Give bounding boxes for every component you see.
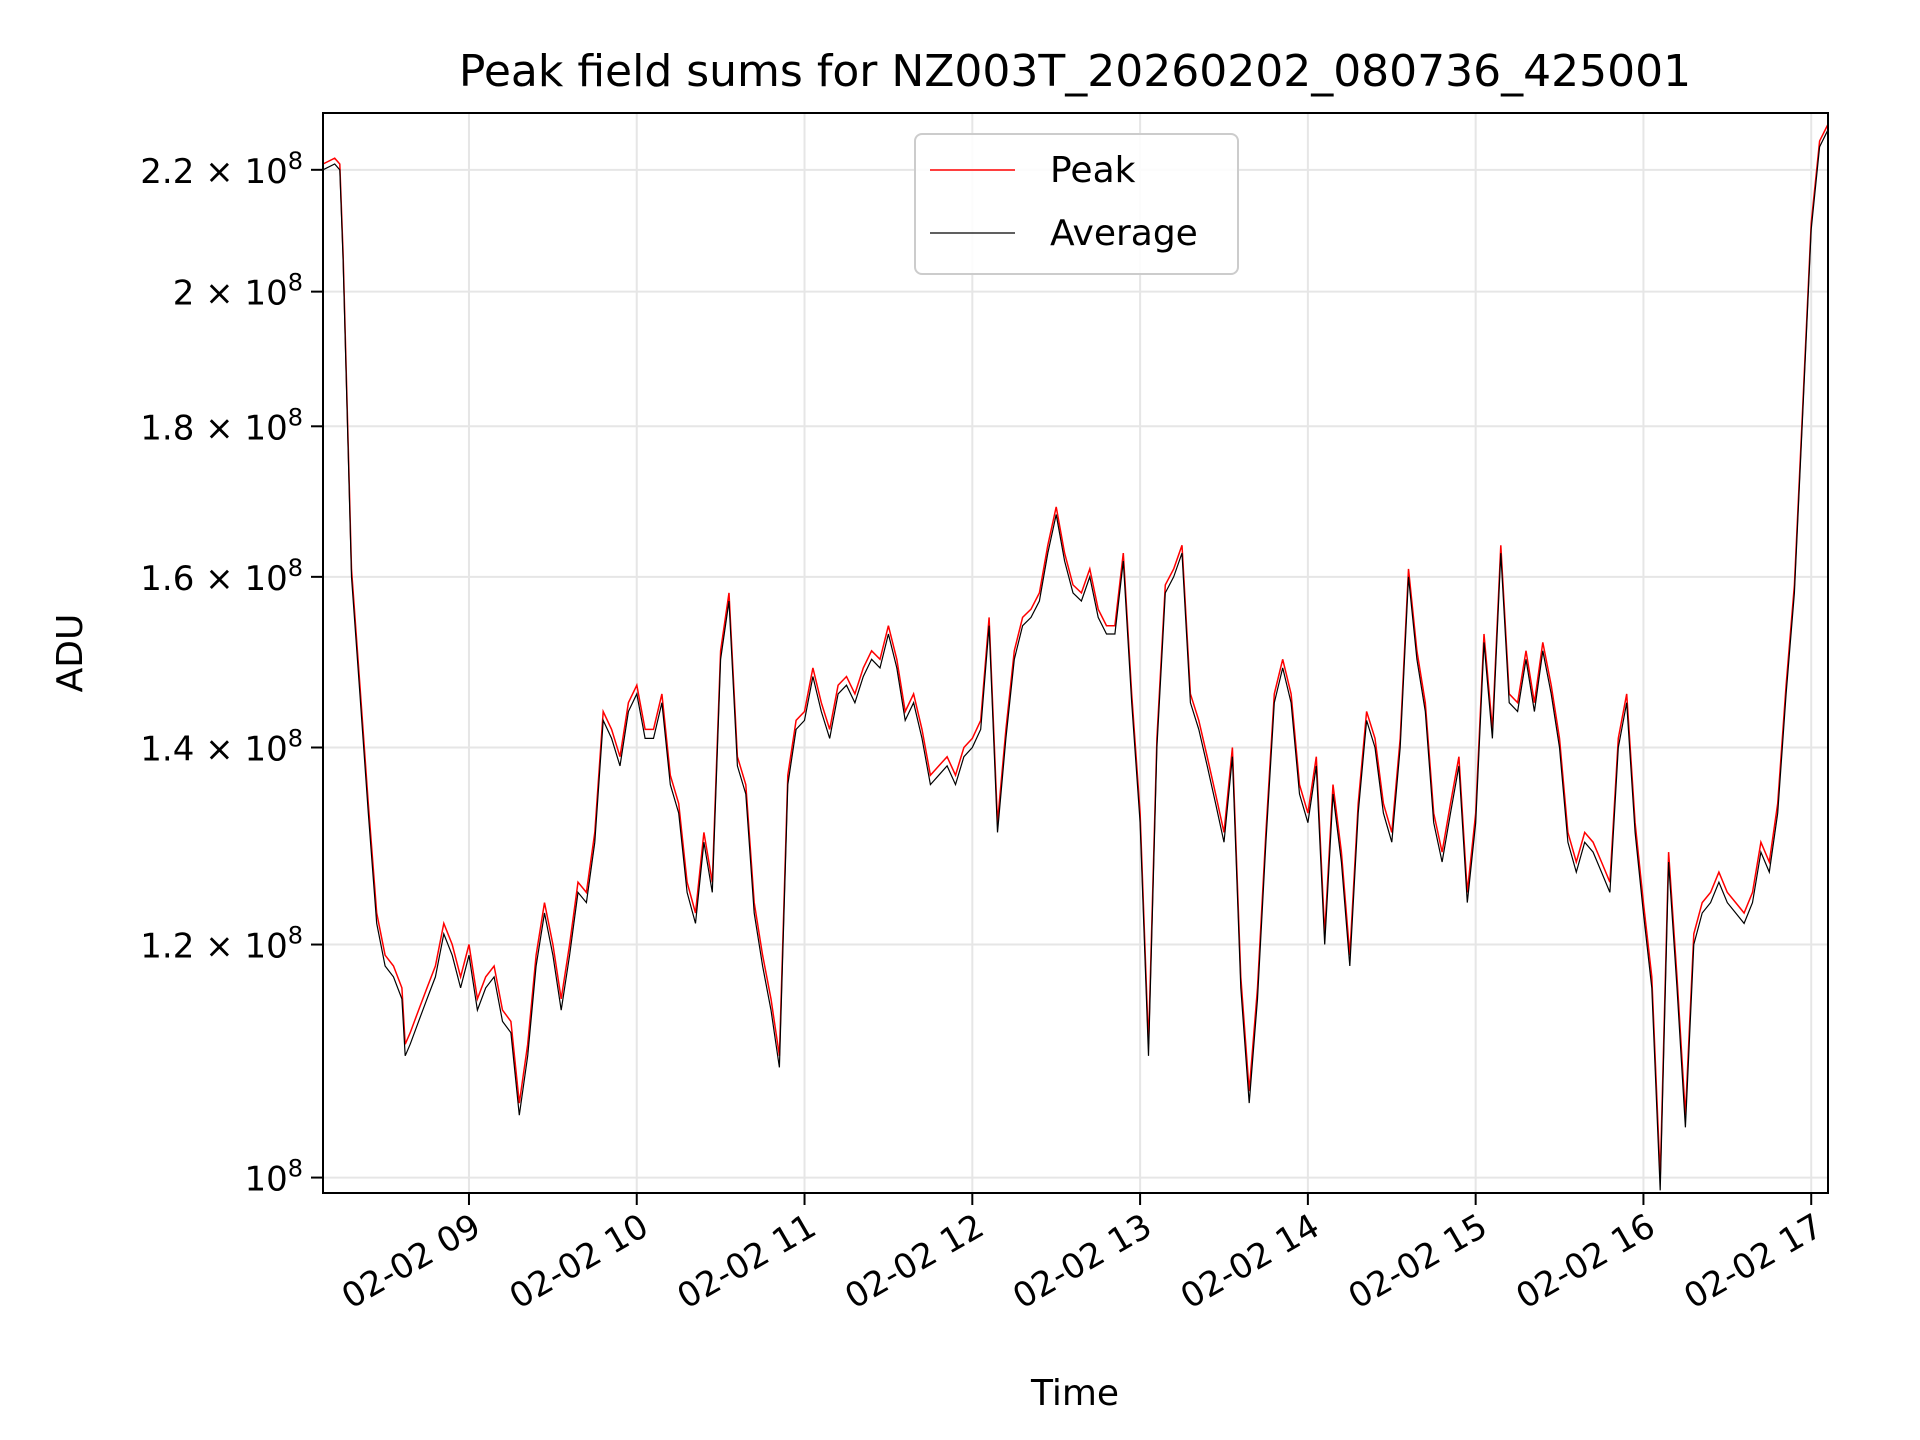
chart-title: Peak field sums for NZ003T_20260202_0807… bbox=[459, 46, 1691, 97]
series-line-average bbox=[322, 129, 1829, 1191]
y-tick-label-3: 1.6 × 108 bbox=[140, 554, 303, 599]
legend-label-average: Average bbox=[1050, 213, 1198, 254]
y-tick-label-6: 2.2 × 108 bbox=[140, 147, 303, 192]
y-tick-label-4: 1.8 × 108 bbox=[140, 403, 303, 448]
y-tick-label-1: 1.2 × 108 bbox=[140, 922, 303, 967]
legend: Peak Average bbox=[914, 133, 1239, 275]
y-tick-label-0: 108 bbox=[244, 1155, 303, 1200]
series-line-peak bbox=[322, 123, 1829, 1178]
y-tick-label-2: 1.4 × 108 bbox=[140, 725, 303, 770]
grid bbox=[323, 113, 1828, 1193]
x-axis-label: Time bbox=[1030, 1373, 1119, 1414]
legend-label-peak: Peak bbox=[1050, 150, 1136, 191]
plot-frame bbox=[322, 112, 1829, 1194]
y-axis: 108 1.2 × 108 1.4 × 108 1.6 × 108 1.8 × 108 2… bbox=[140, 147, 323, 1200]
y-axis-label: ADU bbox=[50, 614, 91, 693]
y-tick-label-5: 2 × 108 bbox=[173, 269, 303, 314]
legend-box bbox=[914, 133, 1239, 275]
plot-series bbox=[322, 123, 1829, 1191]
